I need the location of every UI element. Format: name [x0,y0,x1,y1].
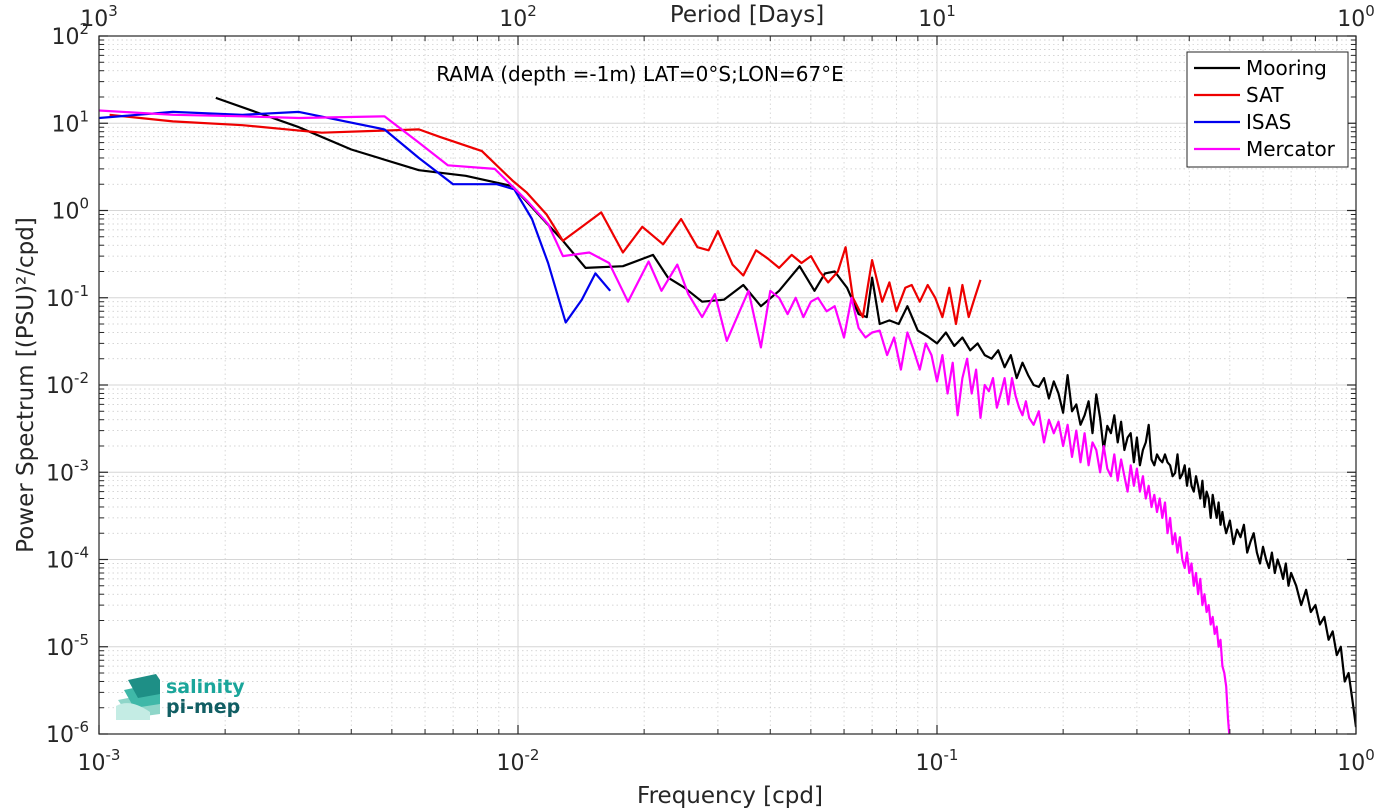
y-tick-label-exponent: -6 [74,718,89,736]
legend-label-sat: SAT [1246,83,1284,107]
legend-box [1186,51,1349,168]
axis-ticks [98,35,1357,735]
minor-grid [99,36,1356,734]
x-tick-label-exponent: -2 [525,746,540,764]
y-tick-label-exponent: -4 [74,544,89,562]
x2-tick-label: 103 [80,2,118,32]
x-tick-label-base: 10 [497,751,525,776]
series-layer [99,96,1356,734]
x2-tick-label-base: 10 [1337,7,1365,32]
y-tick-label-exponent: -5 [74,631,89,649]
y-tick-label-exponent: 0 [79,195,89,213]
y-tick-label: 10-6 [46,718,89,748]
x-tick-labels: 10-3 10-2 10-1 100 [78,746,1375,776]
y-tick-label: 10-4 [46,544,89,574]
series-line-sat [109,113,982,326]
x-tick-label-base: 10 [78,751,106,776]
legend-label-isas: ISAS [1246,110,1291,134]
y-tick-label: 100 [51,195,89,225]
x2-tick-label-exponent: 1 [946,2,956,20]
series-line-mooring [215,96,1356,728]
logo-text-pi-mep: pi-mep [166,696,240,718]
series-line-mercator [99,109,1231,734]
x-tick-label-exponent: 0 [1365,746,1375,764]
x-tick-label: 10-3 [78,746,121,776]
y-tick-label-base: 10 [51,200,79,225]
y-tick-label-base: 10 [46,461,74,486]
x2-tick-label-base: 10 [918,7,946,32]
x2-tick-label-exponent: 0 [1365,2,1375,20]
x-tick-label: 100 [1337,746,1375,776]
x-tick-label-exponent: -3 [106,746,121,764]
y-tick-label-base: 10 [46,287,74,312]
y-tick-label-base: 10 [46,374,74,399]
x2-tick-label-exponent: 3 [108,2,118,20]
y-tick-label: 10-3 [46,456,89,486]
y-tick-label-exponent: -2 [74,369,89,387]
x2-axis-title: Period [Days] [670,2,824,28]
chart-annotation: RAMA (depth =-1m) LAT=0°S;LON=67°E [436,62,844,86]
y-tick-label-exponent: 1 [79,107,89,125]
y-tick-label-exponent: -1 [74,282,89,300]
x-tick-label-exponent: -1 [944,746,959,764]
x-axis-title: Frequency [cpd] [637,783,823,809]
logo-mark-icon [116,674,160,720]
y-tick-label-exponent: -3 [74,456,89,474]
y-tick-label: 10-5 [46,631,89,661]
y-tick-label: 10-1 [46,282,89,312]
y-tick-label: 10-2 [46,369,89,399]
salinity-pi-mep-logo: salinity pi-mep [116,674,245,720]
y-tick-label-base: 10 [46,636,74,661]
y-tick-label: 101 [51,107,89,137]
x-tick-label: 10-1 [916,746,959,776]
y-tick-label-base: 10 [46,723,74,748]
x2-tick-label-base: 10 [80,7,108,32]
y-tick-label: 102 [51,20,89,50]
x2-tick-label: 102 [499,2,537,32]
x2-tick-label-exponent: 2 [527,2,537,20]
series-line-isas [99,110,612,324]
logo-text-salinity: salinity [166,676,245,698]
x2-tick-label: 100 [1337,2,1375,32]
y-axis-title: Power Spectrum [(PSU)²/cpd] [13,217,39,553]
x-tick-label: 10-2 [497,746,540,776]
y-tick-label-base: 10 [46,549,74,574]
x-tick-label-base: 10 [916,751,944,776]
legend-label-mercator: Mercator [1246,137,1336,161]
y-tick-label-base: 10 [51,25,79,50]
legend-label-mooring: Mooring [1246,56,1327,80]
x-tick-label-base: 10 [1337,751,1365,776]
y-tick-label-exponent: 2 [79,20,89,38]
x2-tick-label: 101 [918,2,956,32]
x2-tick-label-base: 10 [499,7,527,32]
legend: Mooring SAT ISAS Mercator [1186,51,1349,168]
x2-tick-labels: 103 102 101 100 [80,2,1375,32]
y-tick-label-base: 10 [51,112,79,137]
